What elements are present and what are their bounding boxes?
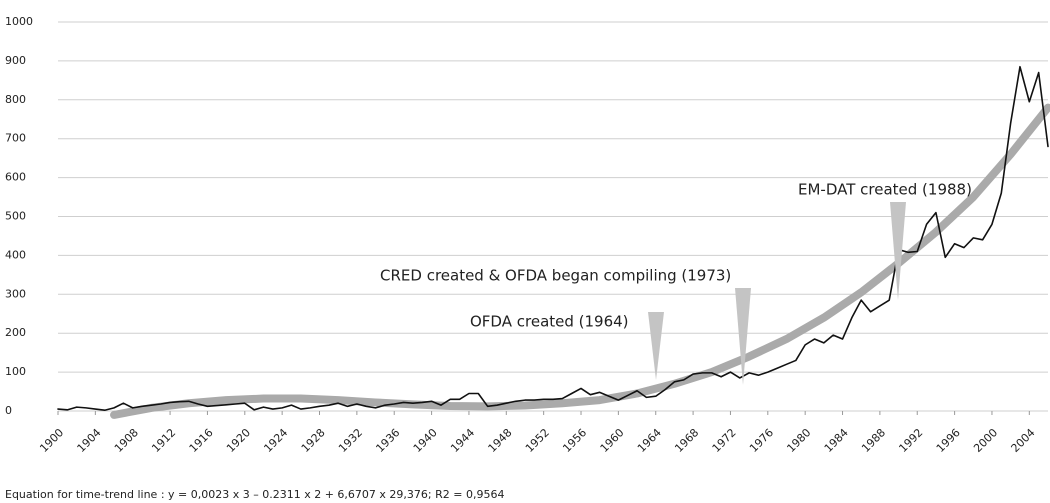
x-tick-label: 1940 <box>411 426 440 455</box>
x-tick-label: 1936 <box>373 426 402 455</box>
y-tick-label: 100 <box>5 365 26 378</box>
x-tick-label: 1952 <box>523 426 552 455</box>
x-tick-label: 2000 <box>971 426 1000 455</box>
x-tick-label: 1924 <box>261 426 290 455</box>
x-tick-label: 1996 <box>934 426 963 455</box>
y-tick-label: 800 <box>5 93 26 106</box>
x-tick-label: 1964 <box>635 426 664 455</box>
x-tick-label: 1900 <box>37 426 66 455</box>
x-tick-label: 1992 <box>896 426 925 455</box>
y-tick-label: 900 <box>5 54 26 67</box>
footnote: Equation for time-trend line : y = 0,002… <box>5 488 504 501</box>
y-tick-label: 700 <box>5 132 26 145</box>
y-tick-label: 600 <box>5 171 26 184</box>
annotation: EM-DAT created (1988) <box>798 181 972 199</box>
x-tick-label: 1960 <box>598 426 627 455</box>
x-tick-label: 1944 <box>448 426 477 455</box>
x-tick-label: 1976 <box>747 426 776 455</box>
x-tick-label: 1920 <box>224 426 253 455</box>
x-tick-label: 2004 <box>1009 426 1038 455</box>
y-tick-label: 200 <box>5 326 26 339</box>
x-tick-label: 1988 <box>859 426 888 455</box>
x-tick-label: 1916 <box>187 426 216 455</box>
x-tick-label: 1956 <box>560 426 589 455</box>
x-tick-label: 1932 <box>336 426 365 455</box>
x-tick-label: 1972 <box>710 426 739 455</box>
x-tick-label: 1912 <box>149 426 178 455</box>
x-tick-label: 1904 <box>75 426 104 455</box>
x-tick-label: 1908 <box>112 426 141 455</box>
x-tick-label: 1984 <box>822 426 851 455</box>
x-tick-label: 1948 <box>486 426 515 455</box>
series-line <box>110 103 1050 419</box>
annotation: OFDA created (1964) <box>470 313 629 331</box>
annotation: CRED created & OFDA began compiling (197… <box>380 267 731 285</box>
annotation-arrow <box>890 202 906 300</box>
series-line <box>57 65 1049 412</box>
y-tick-label: 0 <box>5 404 12 417</box>
y-tick-label: 400 <box>5 248 26 261</box>
x-tick-label: 1968 <box>672 426 701 455</box>
y-tick-label: 300 <box>5 287 26 300</box>
y-tick-label: 500 <box>5 210 26 223</box>
y-tick-label: 1000 <box>5 15 33 28</box>
annotation-arrow <box>648 312 664 380</box>
x-tick-label: 1928 <box>299 426 328 455</box>
annotation-arrow <box>735 288 751 385</box>
x-tick-label: 1980 <box>784 426 813 455</box>
